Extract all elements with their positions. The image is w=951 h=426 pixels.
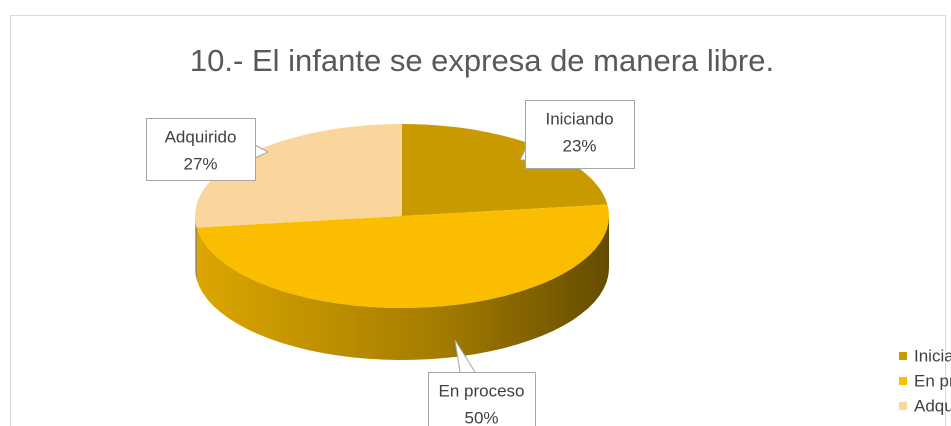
callout-pointer	[519, 149, 526, 161]
data-label-value: 27%	[183, 154, 217, 173]
data-label-name: Iniciando	[545, 109, 613, 128]
slice-side-shade	[196, 216, 609, 360]
callout-pointer	[454, 339, 476, 373]
slice	[402, 124, 608, 216]
chart-title: 10.- El infante se expresa de manera lib…	[190, 43, 774, 78]
legend-label: Iniciando	[914, 346, 951, 365]
data-label-name: Adquirido	[165, 127, 237, 146]
legend-label: En proceso	[914, 371, 951, 390]
callout-box	[525, 100, 635, 169]
callout-box	[146, 118, 256, 181]
data-label-name: En proceso	[439, 381, 525, 400]
legend-swatch	[899, 377, 907, 385]
callout-box	[428, 372, 536, 426]
legend-label: Adquirido	[914, 396, 951, 415]
data-label-value: 50%	[464, 408, 498, 426]
callout-pointer	[254, 144, 270, 159]
slice	[196, 204, 609, 308]
legend-swatch	[899, 352, 907, 360]
slice-side-shade	[195, 216, 197, 280]
legend-swatch	[899, 402, 907, 410]
data-label-value: 23%	[562, 136, 596, 155]
slice	[195, 124, 402, 228]
